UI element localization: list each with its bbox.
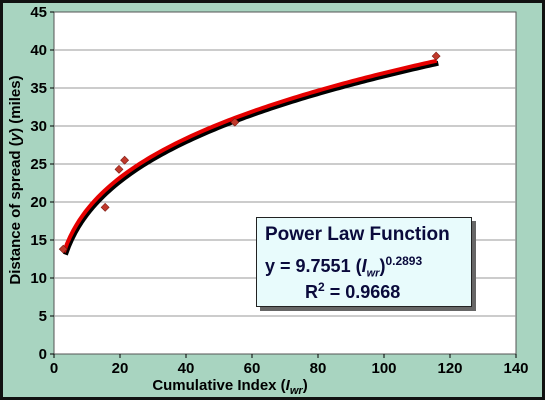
x-tick-label-80: 80: [310, 360, 327, 377]
y-tick-label-15: 15: [30, 232, 47, 249]
data-point-6: [431, 51, 441, 61]
data-point-4: [120, 155, 130, 165]
fit-curve-shadow: [63, 60, 439, 256]
x-tick-label-60: 60: [244, 360, 261, 377]
y-tick-label-25: 25: [30, 156, 47, 173]
y-tick-label-30: 30: [30, 118, 47, 135]
y-tick-label-35: 35: [30, 80, 47, 97]
data-point-3: [114, 164, 124, 174]
x-tick-label-120: 120: [437, 360, 462, 377]
equation-box: Power Law Function y = 9.7551 (Iwr)0.289…: [256, 217, 472, 307]
x-tick-label-40: 40: [178, 360, 195, 377]
equation-title: Power Law Function: [265, 224, 450, 245]
y-axis-ticks: 0 5 10 15 20 25 30 35 40 45: [30, 4, 54, 363]
data-point-1: [58, 244, 68, 254]
r-squared-value: R2 = 0.9668: [305, 280, 401, 302]
data-points: [58, 51, 441, 254]
x-tick-label-100: 100: [371, 360, 396, 377]
x-tick-label-0: 0: [50, 360, 58, 377]
x-tick-label-140: 140: [503, 360, 528, 377]
power-law-fit-curve: [62, 58, 438, 253]
data-point-5: [230, 117, 240, 127]
x-axis-title: Cumulative Index (Iwr): [152, 377, 307, 397]
data-point-2: [100, 202, 110, 212]
y-axis-title: Distance of spread (y) (miles): [7, 75, 24, 284]
x-tick-label-20: 20: [112, 360, 129, 377]
equation-formula: y = 9.7551 (Iwr)0.2893: [265, 254, 423, 280]
y-tick-label-40: 40: [30, 42, 47, 59]
y-tick-label-10: 10: [30, 270, 47, 287]
y-tick-label-0: 0: [39, 346, 47, 363]
y-tick-label-45: 45: [30, 4, 47, 21]
x-axis-ticks: 0 20 40 60 80 100 120 140: [50, 354, 529, 377]
y-tick-label-5: 5: [39, 308, 47, 325]
y-tick-label-20: 20: [30, 194, 47, 211]
